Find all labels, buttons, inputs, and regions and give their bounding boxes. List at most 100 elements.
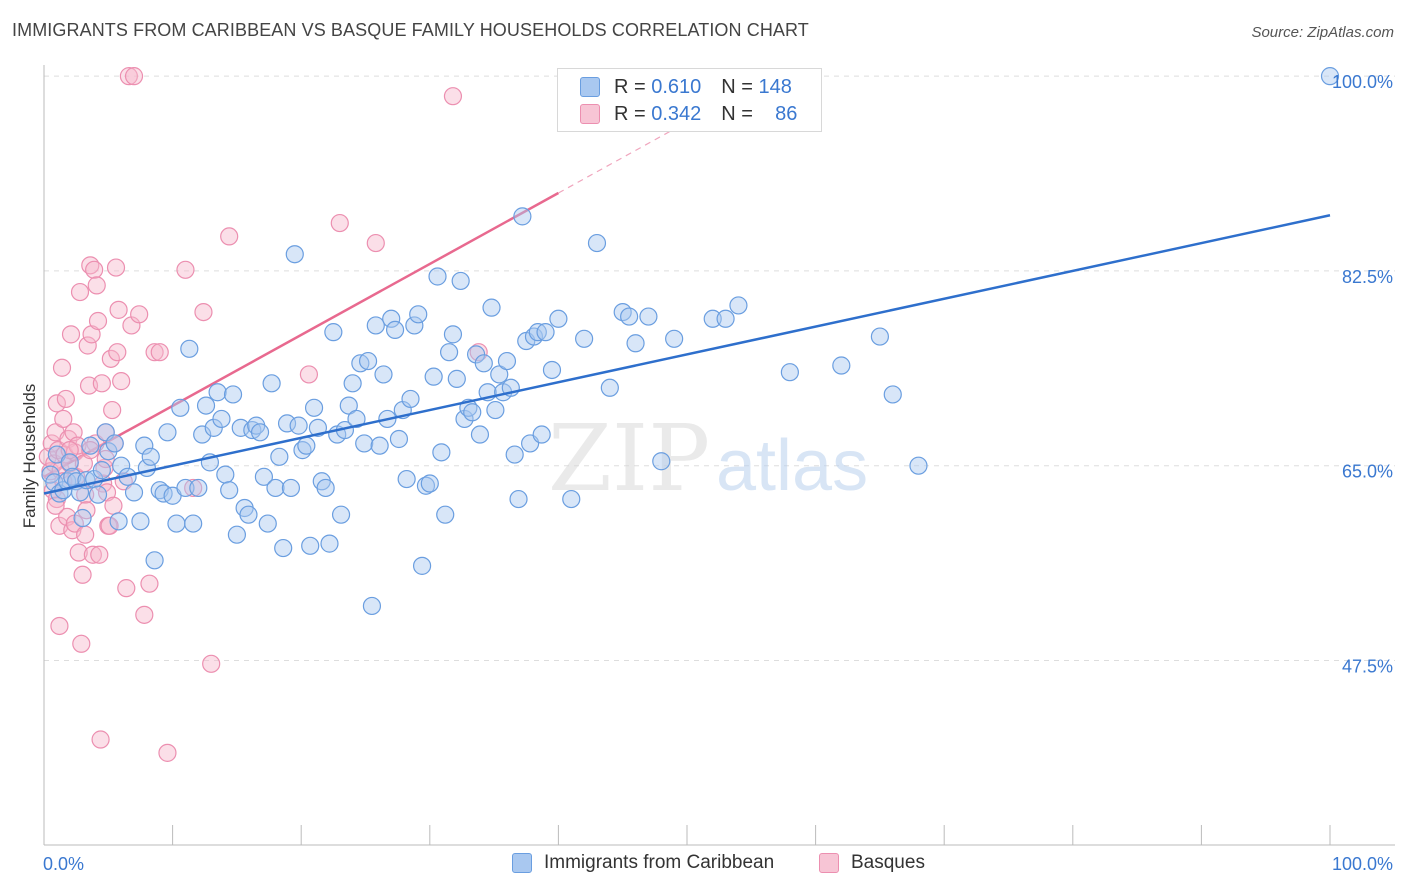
legend-label-caribbean: Immigrants from Caribbean	[544, 852, 775, 873]
legend-row-basques: R = 0.342 N = 86	[580, 102, 797, 126]
caribbean-point	[780, 363, 799, 382]
caribbean-point	[262, 374, 281, 393]
caribbean-point	[277, 414, 297, 433]
caribbean-point	[909, 456, 928, 475]
caribbean-point	[716, 309, 735, 328]
caribbean-point	[382, 309, 401, 328]
legend-n-value: 148	[758, 75, 792, 98]
basques-point	[184, 478, 203, 498]
caribbean-point	[409, 305, 428, 324]
x-tick-label-min: 0.0%	[43, 854, 84, 874]
caribbean-point	[474, 354, 493, 373]
legend-label-basques: Basques	[851, 852, 925, 873]
caribbean-point	[436, 505, 455, 524]
caribbean-point	[600, 378, 619, 397]
chart-title: IMMIGRANTS FROM CARIBBEAN VS BASQUE FAMI…	[12, 20, 809, 40]
basques-point	[70, 282, 90, 302]
caribbean-point	[370, 436, 389, 455]
caribbean-point	[451, 271, 470, 291]
caribbean-point	[320, 534, 339, 553]
x-tick-label-max: 100.0%	[1332, 854, 1393, 874]
caribbean-point	[389, 429, 409, 449]
caribbean-point	[81, 436, 100, 455]
legend-item-basques[interactable]: Basques	[819, 852, 925, 874]
y-tick-label: 82.5%	[1342, 267, 1393, 287]
caribbean-point	[439, 343, 459, 362]
legend-item-caribbean[interactable]: Immigrants from Caribbean	[512, 852, 774, 874]
axes	[43, 65, 1395, 846]
basques-point	[124, 67, 144, 86]
basques-point	[330, 213, 349, 233]
caribbean-point	[105, 434, 124, 453]
basques-point	[108, 343, 127, 362]
caribbean-points	[41, 67, 1340, 616]
caribbean-point	[316, 478, 335, 498]
basques-point	[112, 372, 131, 391]
basques-point	[106, 258, 126, 277]
caribbean-point	[281, 478, 301, 498]
caribbean-point	[266, 478, 285, 498]
caribbean-point	[374, 365, 393, 384]
basques-point	[85, 260, 104, 279]
caribbean-point	[270, 447, 289, 466]
basques-point	[469, 343, 488, 362]
caribbean-point	[652, 452, 671, 471]
caribbean-point	[490, 365, 509, 384]
grid-lines	[44, 75, 1395, 661]
basques-point	[56, 389, 75, 409]
basques-point	[91, 730, 110, 749]
y-tick-label: 47.5%	[1342, 656, 1393, 676]
caribbean-point	[428, 267, 447, 286]
series-legend: Immigrants from Caribbean Basques	[0, 852, 1406, 878]
basques-point	[78, 336, 97, 355]
caribbean-point	[639, 307, 658, 326]
basques-point	[73, 565, 92, 584]
caribbean-point	[470, 425, 490, 444]
caribbean-point	[443, 325, 463, 344]
caribbean-point	[227, 525, 246, 544]
caribbean-point	[239, 505, 258, 524]
caribbean-point	[304, 398, 324, 417]
legend-swatch-caribbean	[512, 853, 532, 873]
legend-n-value: 86	[775, 102, 798, 125]
legend-r-value: 0.342	[651, 102, 702, 125]
caribbean-point	[447, 369, 466, 388]
y-tick-label: 100.0%	[1332, 72, 1393, 92]
watermark: ZIP atlas	[548, 405, 868, 512]
caribbean-point	[347, 409, 366, 429]
caribbean-point	[289, 416, 308, 435]
caribbean-point	[385, 320, 405, 340]
caribbean-point	[424, 367, 443, 386]
caribbean-point	[405, 316, 424, 335]
caribbean-point	[145, 551, 164, 570]
caribbean-point	[575, 329, 594, 348]
caribbean-point	[420, 474, 439, 493]
basques-point	[140, 574, 159, 593]
caribbean-point	[358, 351, 378, 371]
caribbean-point	[167, 514, 186, 533]
basques-point	[194, 302, 213, 322]
caribbean-trendline	[43, 214, 1331, 495]
caribbean-point	[486, 400, 505, 420]
caribbean-point	[339, 396, 358, 415]
basques-point	[83, 545, 102, 564]
caribbean-point	[193, 425, 212, 444]
caribbean-point	[208, 383, 227, 402]
legend-n-label: N =	[721, 102, 753, 125]
caribbean-point	[832, 356, 851, 375]
basques-point	[202, 654, 221, 673]
basques-point	[176, 260, 195, 279]
caribbean-point	[513, 207, 532, 226]
caribbean-point	[171, 398, 190, 417]
basques-point	[220, 227, 239, 246]
basques-point	[88, 311, 108, 331]
legend-swatch-basques	[819, 853, 839, 873]
basques-point	[47, 394, 66, 413]
caribbean-point	[536, 323, 555, 342]
caribbean-point	[216, 465, 235, 484]
legend-row-caribbean: R = 0.610 N = 148	[580, 75, 792, 99]
caribbean-point	[131, 512, 150, 531]
basques-point	[76, 525, 95, 544]
basques-point	[104, 496, 123, 515]
caribbean-point	[285, 245, 304, 264]
